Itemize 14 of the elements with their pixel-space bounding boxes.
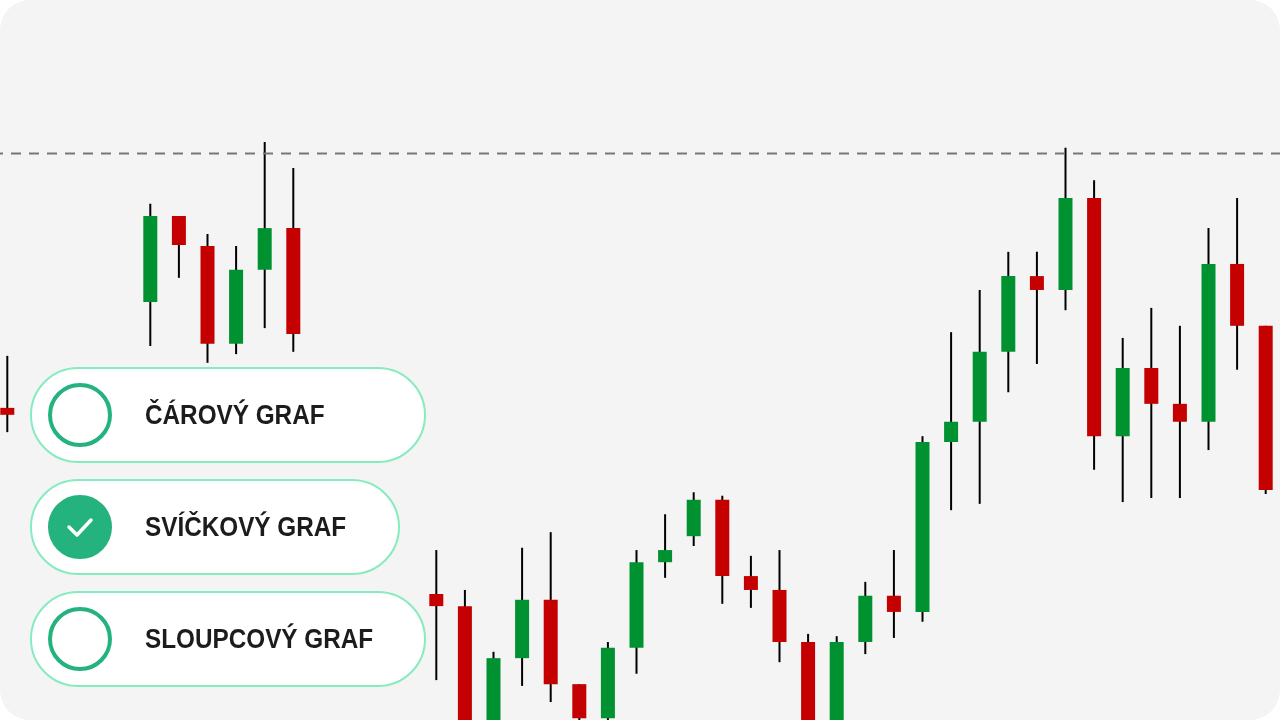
- candlestick: [944, 331, 959, 512]
- annotation: SVÍČKOVÝ GRAF: [145, 511, 347, 543]
- annotation: SLOUPCOVÝ GRAF: [145, 623, 374, 655]
- candlestick: [429, 549, 444, 682]
- annotation: ČÁROVÝ GRAF: [145, 399, 325, 431]
- option-pill: SLOUPCOVÝ GRAF: [30, 591, 426, 687]
- candlestick: [886, 549, 901, 639]
- candlestick: [0, 354, 15, 434]
- option-pill: ČÁROVÝ GRAF: [30, 367, 426, 463]
- option-pill: SVÍČKOVÝ GRAF: [30, 479, 400, 575]
- candlestick: [1029, 250, 1044, 365]
- candlestick: [658, 513, 673, 579]
- candlestick: [743, 554, 758, 609]
- candlestick: [1172, 324, 1187, 500]
